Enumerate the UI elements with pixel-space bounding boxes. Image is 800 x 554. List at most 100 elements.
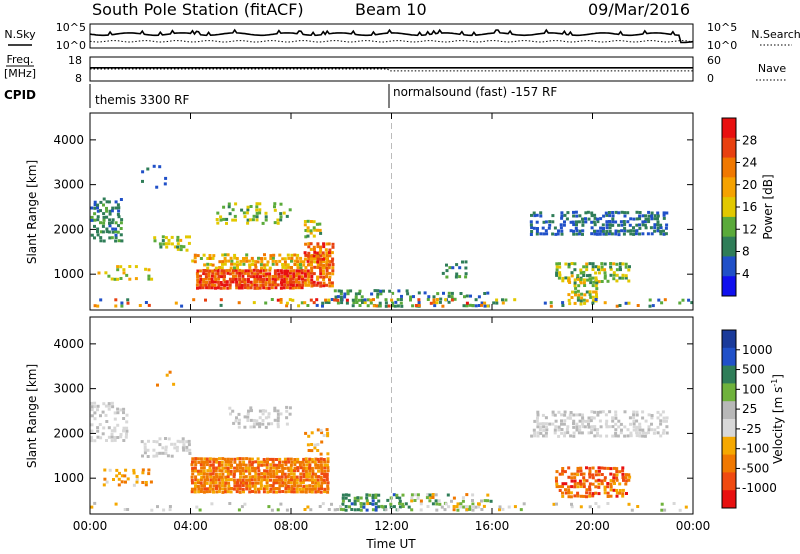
- data-cell: [223, 484, 227, 488]
- data-cell: [245, 211, 249, 215]
- data-cell: [570, 274, 574, 278]
- data-cell: [635, 210, 639, 214]
- data-cell: [93, 304, 97, 308]
- data-cell: [313, 446, 317, 450]
- data-cell: [326, 490, 330, 494]
- data-cell: [603, 478, 607, 482]
- data-cell: [477, 295, 481, 299]
- data-cell: [243, 280, 247, 284]
- data-cell: [135, 475, 139, 478]
- data-cell: [226, 472, 230, 476]
- data-cell: [563, 419, 567, 423]
- data-cell: [562, 223, 566, 227]
- data-cell: [638, 425, 642, 429]
- data-cell: [638, 223, 641, 227]
- data-cell: [564, 491, 568, 495]
- data-cell: [132, 483, 136, 487]
- data-cell: [284, 478, 288, 482]
- data-cell: [597, 271, 601, 275]
- data-cell: [263, 257, 267, 261]
- data-cell: [96, 206, 99, 210]
- data-cell: [356, 499, 360, 503]
- data-cell: [220, 484, 224, 488]
- data-cell: [180, 304, 184, 308]
- data-cell: [280, 475, 284, 479]
- data-cell: [665, 416, 669, 420]
- data-cell: [568, 416, 572, 420]
- data-cell: [565, 428, 569, 431]
- freq-label-line1: Freq.: [6, 53, 33, 66]
- data-cell: [606, 485, 610, 489]
- data-cell: [317, 466, 321, 470]
- data-cell: [623, 425, 627, 429]
- data-cell: [604, 413, 608, 417]
- data-cell: [608, 226, 612, 230]
- data-cell: [575, 428, 579, 432]
- data-cell: [303, 508, 307, 511]
- data-cell: [572, 229, 575, 233]
- data-cell: [215, 475, 219, 479]
- data-cell: [199, 274, 202, 278]
- data-cell: [296, 266, 300, 270]
- data-cell: [604, 422, 608, 426]
- data-cell: [215, 484, 219, 488]
- power-colorbar-label: Power [dB]: [761, 174, 775, 239]
- data-cell: [293, 460, 297, 464]
- data-cell: [322, 458, 326, 461]
- data-cell: [255, 202, 259, 206]
- data-cell: [238, 283, 242, 287]
- data-cell: [589, 281, 593, 285]
- data-cell: [105, 215, 109, 219]
- data-cell: [344, 508, 348, 512]
- data-cell: [612, 473, 616, 477]
- data-cell: [615, 470, 619, 473]
- data-cell: [125, 420, 129, 424]
- data-cell: [620, 229, 624, 233]
- data-cell: [234, 218, 237, 222]
- data-cell: [321, 269, 325, 273]
- data-cell: [287, 490, 291, 494]
- data-cell: [602, 214, 606, 218]
- data-cell: [228, 268, 232, 272]
- data-cell: [561, 276, 565, 280]
- data-cell: [594, 278, 598, 282]
- colorbar-swatch: [722, 454, 736, 473]
- data-cell: [286, 466, 290, 470]
- data-cell: [257, 472, 261, 476]
- data-cell: [114, 239, 118, 243]
- data-cell: [396, 304, 400, 308]
- data-cell: [223, 280, 227, 284]
- data-cell: [162, 242, 166, 246]
- data-cell: [176, 242, 180, 246]
- data-cell: [290, 487, 294, 491]
- data-cell: [253, 484, 257, 488]
- data-cell: [275, 458, 278, 461]
- data-cell: [621, 273, 625, 277]
- data-cell: [293, 484, 297, 487]
- data-cell: [326, 484, 330, 488]
- data-cell: [603, 262, 607, 266]
- data-cell: [229, 256, 233, 260]
- data-cell: [240, 208, 244, 212]
- data-cell: [150, 508, 154, 512]
- data-cell: [301, 487, 305, 491]
- data-cell: [289, 472, 293, 476]
- data-cell: [379, 289, 382, 293]
- data-cell: [564, 488, 567, 492]
- data-cell: [544, 434, 548, 438]
- data-cell: [245, 256, 248, 260]
- data-cell: [90, 218, 94, 222]
- data-cell: [242, 475, 246, 479]
- data-cell: [116, 212, 120, 216]
- data-cell: [590, 232, 594, 236]
- data-cell: [591, 492, 595, 496]
- data-cell: [226, 490, 230, 494]
- data-cell: [303, 269, 307, 273]
- data-cell: [295, 256, 299, 260]
- data-cell: [249, 205, 253, 208]
- data-cell: [325, 263, 329, 267]
- data-cell: [618, 489, 622, 492]
- data-cell: [483, 499, 487, 503]
- data-cell: [635, 413, 639, 417]
- data-cell: [253, 278, 257, 281]
